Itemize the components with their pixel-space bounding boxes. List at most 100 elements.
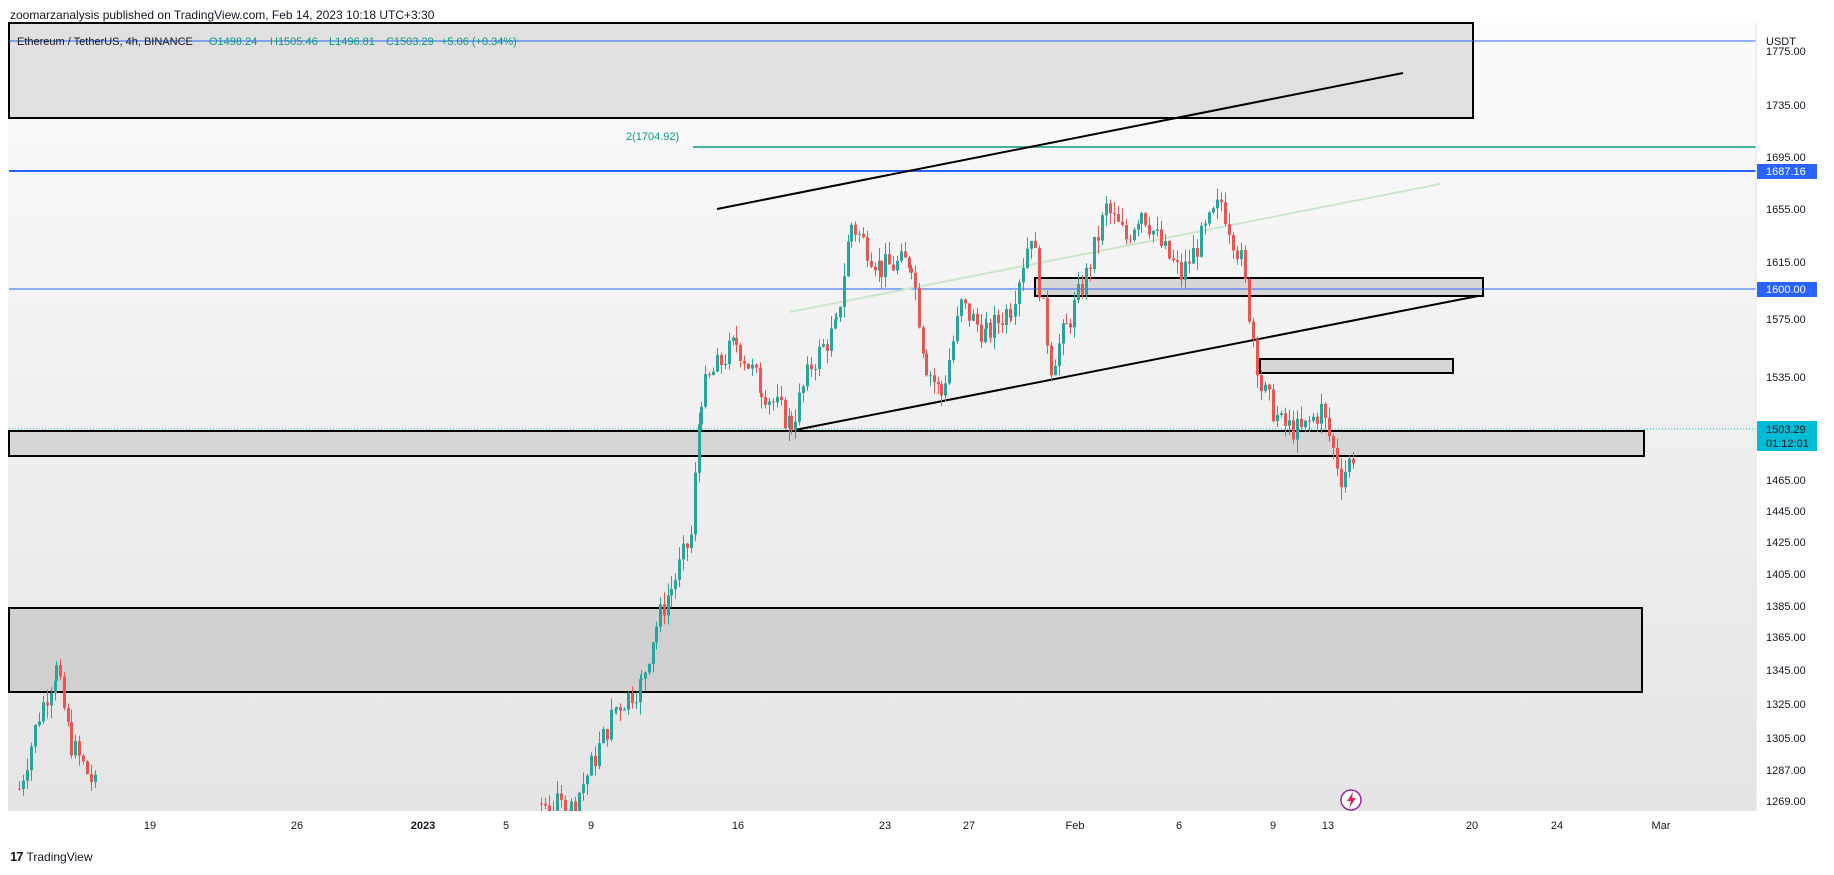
candle-up — [728, 340, 731, 365]
candle-up — [1077, 284, 1080, 301]
candle-up — [944, 383, 947, 396]
candle-down — [874, 266, 877, 271]
candle-down — [1009, 309, 1012, 318]
candle-down — [18, 788, 21, 790]
candle-down — [686, 543, 689, 548]
candle-down — [1220, 199, 1223, 203]
tradingview-logo-icon: 17 — [10, 849, 24, 864]
candle-up — [586, 775, 589, 785]
candle-up — [1216, 199, 1219, 209]
candle-down — [933, 375, 936, 382]
candle-down — [1180, 262, 1183, 280]
candle-up — [1156, 229, 1159, 231]
candle-up — [1058, 343, 1061, 366]
time-tick-label: 24 — [1551, 820, 1563, 832]
candle-down — [1236, 250, 1239, 260]
candle-up — [1296, 418, 1299, 440]
candle-up — [952, 341, 955, 361]
candle-down — [964, 299, 967, 304]
trendline-lower[interactable] — [794, 295, 1479, 431]
candle-down — [989, 322, 992, 338]
candle-down — [743, 360, 746, 364]
price-tick-label: 1345.00 — [1766, 665, 1806, 677]
candle-down — [1168, 240, 1171, 259]
candle-up — [1022, 267, 1025, 283]
tradingview-brand: TradingView — [26, 849, 93, 864]
candle-down — [59, 665, 62, 677]
price-tag-1600-text: 1600.00 — [1766, 284, 1806, 296]
candle-up — [54, 680, 57, 694]
time-tick-label: 9 — [588, 820, 594, 832]
candle-down — [544, 803, 547, 806]
candle-up — [1208, 212, 1211, 224]
candle-up — [690, 534, 693, 548]
candle-up — [768, 401, 771, 405]
symbol-legend[interactable]: Ethereum / TetherUS, 4h, BINANCE O1498.2… — [17, 36, 517, 48]
time-tick-label: Mar — [1652, 820, 1671, 832]
countdown-text: 01:12:01 — [1766, 438, 1809, 450]
candle-up — [858, 233, 861, 235]
price-scale[interactable] — [1756, 23, 1834, 811]
candle-up — [776, 396, 779, 403]
candle-up — [984, 328, 987, 343]
candle-up — [802, 386, 805, 393]
candle-up — [1200, 225, 1203, 257]
candle-up — [712, 371, 715, 376]
candle-up — [582, 784, 585, 793]
candle-up — [1010, 316, 1013, 318]
candle-down — [1196, 247, 1199, 257]
candle-up — [788, 415, 791, 429]
candle-up — [1073, 300, 1076, 328]
candle-down — [1176, 260, 1179, 263]
candle-up — [972, 313, 975, 321]
candle-down — [1228, 224, 1231, 236]
legend-symbol[interactable]: Ethereum / TetherUS, 4h, BINANCE — [17, 36, 193, 48]
demand-zone-middle — [8, 430, 1645, 457]
candle-up — [1093, 236, 1096, 270]
candle-down — [1244, 250, 1247, 280]
price-tick-label: 1365.00 — [1766, 632, 1806, 644]
resistance-box-lower — [1259, 358, 1454, 374]
time-tick-label: 5 — [503, 820, 509, 832]
price-tick-label: 1385.00 — [1766, 601, 1806, 613]
candle-up — [1264, 384, 1267, 392]
trendline-upper[interactable] — [716, 72, 1404, 210]
candle-up — [830, 328, 833, 351]
time-scale[interactable] — [8, 811, 1756, 839]
time-tick-label: 19 — [144, 820, 156, 832]
candle-down — [862, 233, 865, 238]
candle-up — [648, 664, 651, 673]
candle-up — [694, 472, 697, 535]
resistance-box-upper — [1034, 277, 1484, 297]
candle-up — [635, 702, 638, 704]
legend-high: H1505.46 — [270, 36, 318, 48]
candle-up — [839, 306, 842, 318]
candle-down — [925, 353, 928, 376]
candle-down — [866, 237, 869, 261]
price-chart[interactable]: 2(1704.92) Ethereum / TetherUS, 4h, BINA… — [0, 0, 1834, 840]
price-tag-1687 — [1757, 164, 1817, 179]
candle-up — [724, 364, 727, 366]
candle-down — [548, 805, 551, 812]
lightning-icon[interactable] — [1340, 789, 1362, 811]
candle-down — [1316, 416, 1319, 424]
candle-up — [878, 260, 881, 271]
candle-down — [574, 801, 577, 813]
candle-up — [1005, 309, 1008, 326]
candle-down — [870, 260, 873, 267]
candle-down — [854, 224, 857, 235]
publisher-header: zoomarzanalysis published on TradingView… — [10, 8, 435, 22]
candle-up — [667, 595, 670, 616]
candle-up — [26, 770, 29, 781]
legend-low: L1496.81 — [329, 36, 375, 48]
candle-up — [698, 424, 701, 473]
candle-down — [759, 367, 762, 393]
candle-down — [1129, 239, 1132, 241]
candle-down — [46, 702, 49, 706]
candle-up — [929, 375, 932, 377]
candle-up — [814, 369, 817, 371]
candle-down — [735, 337, 738, 345]
supply-zone-top — [8, 22, 1474, 119]
candle-up — [1140, 213, 1143, 224]
candle-down — [1328, 417, 1331, 437]
